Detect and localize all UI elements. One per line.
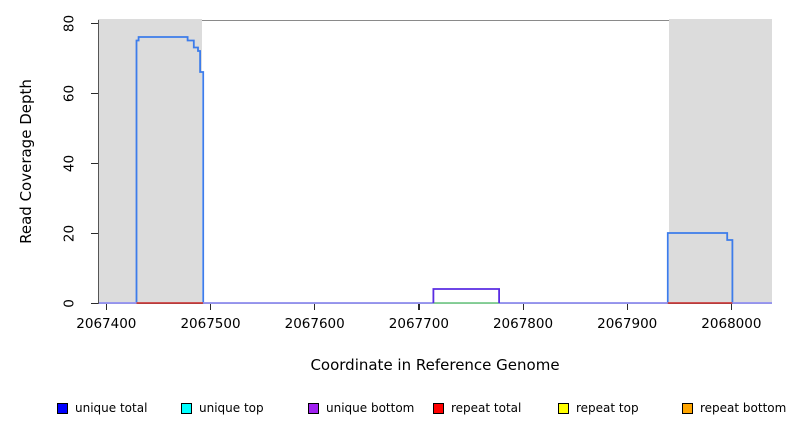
x-tick-label: 2067500 xyxy=(180,316,241,332)
plot-area xyxy=(98,19,772,304)
y-tick-mark xyxy=(91,22,98,24)
y-tick-label: 20 xyxy=(61,224,78,242)
x-tick-mark xyxy=(210,304,212,310)
plot-top-border xyxy=(98,20,772,21)
plot-left-border xyxy=(98,20,99,304)
coverage-series-svg xyxy=(98,36,772,304)
y-tick-mark xyxy=(91,232,98,234)
legend-label: repeat top xyxy=(576,401,639,415)
repeat-region-shade xyxy=(98,19,203,303)
y-tick-mark xyxy=(91,92,98,94)
x-tick-mark xyxy=(522,304,524,310)
x-tick-mark xyxy=(314,304,316,310)
x-tick-label: 2067400 xyxy=(76,316,137,332)
x-tick-label: 2067700 xyxy=(388,316,449,332)
legend-label: repeat bottom xyxy=(700,401,787,415)
legend-label: repeat total xyxy=(451,401,522,415)
legend-item-unique-top: unique top xyxy=(181,398,264,418)
legend-swatch-icon xyxy=(308,402,319,414)
x-tick-mark xyxy=(418,304,420,310)
y-tick-label: 40 xyxy=(61,154,78,172)
legend-swatch-icon xyxy=(57,402,68,414)
y-tick-label: 80 xyxy=(61,14,78,32)
y-tick-mark xyxy=(91,302,98,304)
legend-label: unique bottom xyxy=(326,401,415,415)
series-unique-total-line xyxy=(98,36,772,304)
x-tick-label: 2067600 xyxy=(284,316,345,332)
legend-item-unique-bottom: unique bottom xyxy=(308,398,414,418)
x-tick-mark xyxy=(730,304,733,310)
x-tick-mark xyxy=(105,304,108,310)
legend-item-repeat-bottom: repeat bottom xyxy=(682,398,786,418)
legend-item-unique-total: unique total xyxy=(57,398,147,418)
x-tick-mark xyxy=(626,304,628,310)
repeat-region-shade xyxy=(668,19,772,303)
x-axis-title: Coordinate in Reference Genome xyxy=(310,356,560,374)
x-tick-label: 2068000 xyxy=(701,316,762,332)
legend-swatch-icon xyxy=(682,402,693,414)
legend-swatch-icon xyxy=(433,402,444,414)
legend-item-repeat-total: repeat total xyxy=(433,398,521,418)
x-tick-label: 2067900 xyxy=(597,316,658,332)
legend-label: unique total xyxy=(75,401,148,415)
legend-item-repeat-top: repeat top xyxy=(558,398,639,418)
x-tick-label: 2067800 xyxy=(492,316,554,332)
legend-label: unique top xyxy=(199,401,264,415)
series-unique-bottom-line xyxy=(432,288,501,303)
legend-swatch-icon xyxy=(181,402,192,414)
y-tick-mark xyxy=(91,162,98,164)
y-tick-label: 0 xyxy=(61,298,78,308)
legend: unique total unique top unique bottom repea… xyxy=(0,398,792,420)
legend-swatch-icon xyxy=(558,402,569,414)
y-tick-label: 60 xyxy=(61,84,78,102)
y-axis-title: Read Coverage Depth xyxy=(17,79,35,244)
